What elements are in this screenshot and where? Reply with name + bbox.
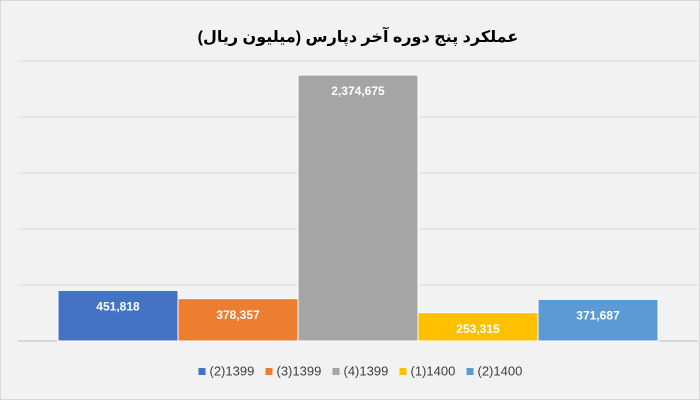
bar	[537, 298, 659, 342]
legend-label: (1)1400	[411, 363, 456, 378]
data-label: 451,818	[96, 300, 140, 314]
chart-title: عملکرد پنج دوره آخر دپارس (میلیون ریال)	[198, 26, 519, 47]
data-label: 371,687	[576, 309, 620, 323]
legend-swatch	[265, 368, 273, 375]
legend-swatch	[332, 368, 340, 375]
bar	[297, 74, 419, 342]
data-label: 2,374,675	[331, 84, 385, 98]
legend-swatch	[198, 368, 206, 375]
legend-swatch	[466, 368, 474, 375]
data-label: 378,357	[216, 308, 260, 322]
data-label: 253,315	[456, 322, 500, 336]
legend-swatch	[399, 368, 407, 375]
legend-label: (4)1399	[344, 363, 389, 378]
bar	[57, 289, 179, 342]
legend-label: (2)1400	[478, 363, 523, 378]
legend-label: (3)1399	[277, 363, 322, 378]
legend-label: (2)1399	[210, 363, 255, 378]
